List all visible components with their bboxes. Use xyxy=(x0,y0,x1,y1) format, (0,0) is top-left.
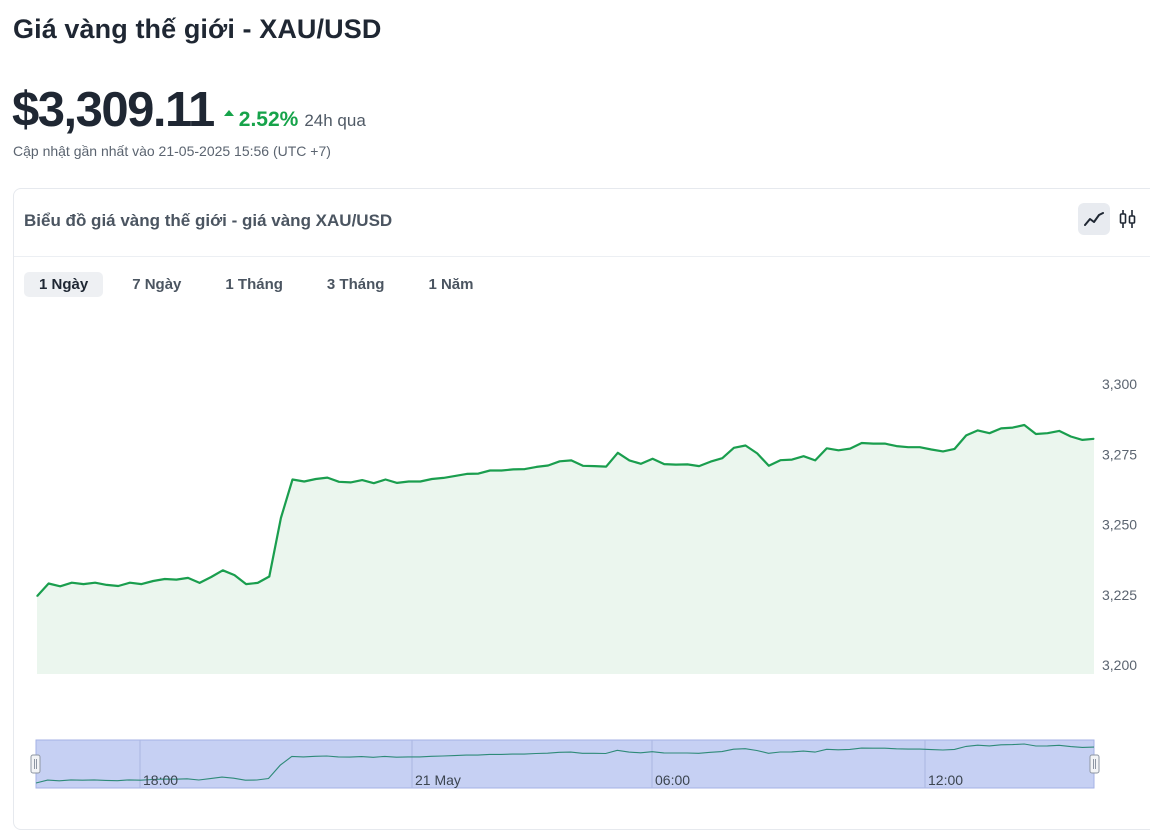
chart-card-title: Biểu đồ giá vàng thế giới - giá vàng XAU… xyxy=(24,211,393,230)
page-title: Giá vàng thế giới - XAU/USD xyxy=(13,14,382,44)
navigator-right-handle[interactable] xyxy=(1089,754,1100,774)
line-chart-icon xyxy=(1084,212,1104,226)
candlestick-button[interactable] xyxy=(1112,203,1144,235)
up-arrow-icon xyxy=(223,110,234,116)
current-price: $3,309.11 xyxy=(12,83,215,137)
range-tab-1d[interactable]: 1 Ngày xyxy=(24,272,104,297)
line-chart-button[interactable] xyxy=(1078,203,1110,235)
price-row: $3,309.11 2.52% 24h qua xyxy=(12,82,366,138)
change-period: 24h qua xyxy=(304,111,366,130)
range-tabs: 1 Ngày 7 Ngày 1 Tháng 3 Tháng 1 Năm xyxy=(24,272,502,297)
navigator: 18:00 21 May 06:00 12:00 xyxy=(30,739,1100,789)
navigator-label: 18:00 xyxy=(143,772,178,788)
chart-card: Biểu đồ giá vàng thế giới - giá vàng XAU… xyxy=(13,188,1150,830)
candlestick-icon xyxy=(1119,210,1136,228)
change-percent: 2.52% xyxy=(238,108,299,131)
navigator-left-handle[interactable] xyxy=(30,754,41,774)
navigator-window[interactable] xyxy=(35,739,1095,789)
range-tab-7d[interactable]: 7 Ngày xyxy=(132,276,182,293)
chart-type-toggle xyxy=(1078,203,1144,235)
range-tab-1m[interactable]: 1 Tháng xyxy=(225,276,283,293)
navigator-label: 21 May xyxy=(415,772,461,788)
navigator-label: 12:00 xyxy=(928,772,963,788)
range-tab-1y[interactable]: 1 Năm xyxy=(428,276,474,293)
range-tab-3m[interactable]: 3 Tháng xyxy=(326,276,385,293)
navigator-series xyxy=(35,743,1095,784)
card-divider xyxy=(14,256,1150,257)
navigator-label: 06:00 xyxy=(655,772,690,788)
last-updated: Cập nhật gần nhất vào 21-05-2025 15:56 (… xyxy=(13,143,331,159)
